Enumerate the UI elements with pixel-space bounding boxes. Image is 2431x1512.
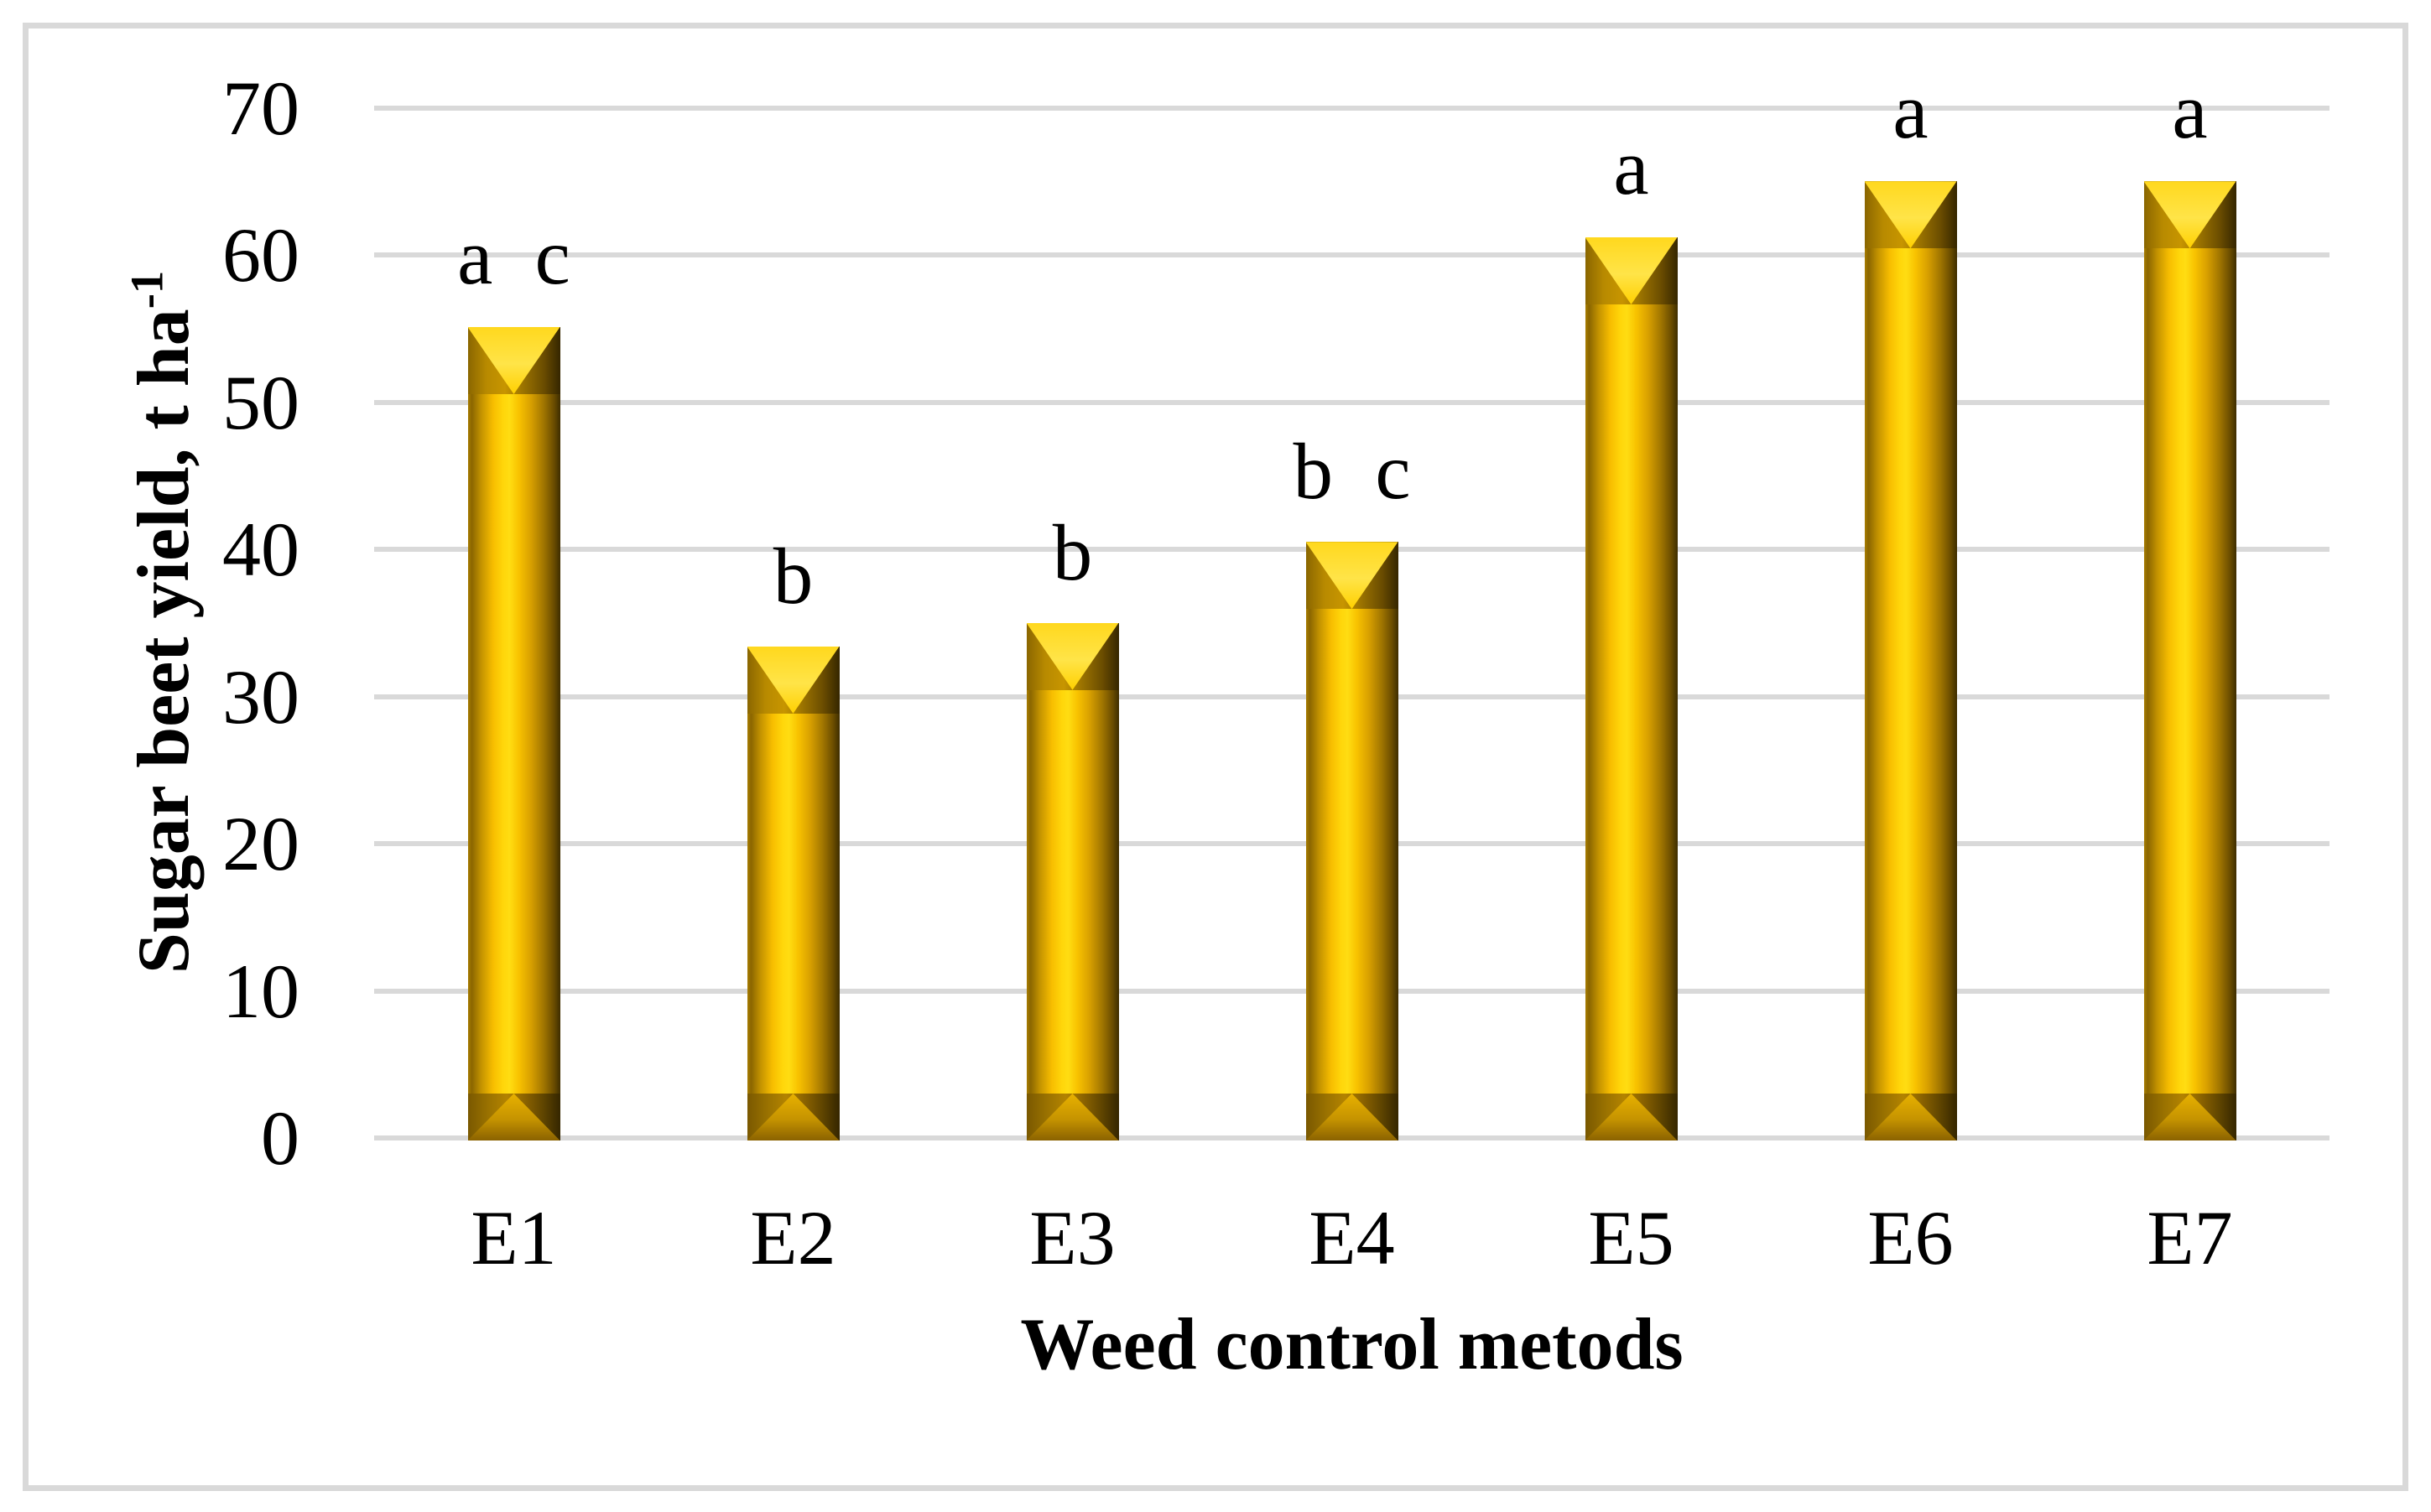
x-axis-tick-label: E5 (1588, 1195, 1674, 1281)
y-axis-title-text: Sugar beet yield, t ha (123, 309, 205, 974)
bar-top-highlight (467, 326, 560, 394)
x-axis-tick-label: E6 (1867, 1195, 1954, 1281)
bar-top-cap (2143, 181, 2236, 249)
bar (1585, 236, 1678, 1140)
bar-bottom-cone (747, 1093, 840, 1140)
y-axis-tick-label: 50 (222, 359, 299, 445)
bar-top-highlight (1864, 181, 1957, 249)
x-axis-tick-label: E1 (471, 1195, 557, 1281)
y-axis-tick-label: 0 (261, 1095, 299, 1181)
significance-label: a (1892, 66, 1929, 156)
figure-border (23, 23, 2408, 1491)
y-axis-title: Sugar beet yield, t ha-1 (121, 270, 205, 974)
bar-bottom-cone (1305, 1093, 1398, 1140)
y-axis-tick-label: 60 (222, 212, 299, 298)
bar-bottom-cone (2143, 1094, 2236, 1140)
y-axis-tick-label: 10 (222, 948, 299, 1034)
bar-top-highlight (1585, 236, 1678, 304)
bar (1026, 622, 1119, 1140)
bar (1305, 542, 1398, 1140)
bar-top-cap (467, 326, 560, 394)
gridline (374, 252, 2329, 257)
y-axis-tick-label: 40 (222, 507, 299, 592)
bar (747, 646, 840, 1140)
bar-top-cap (1305, 542, 1398, 610)
significance-label: b (773, 531, 814, 621)
bar-bottom-cap (747, 1093, 840, 1140)
bar-top-cap (1864, 181, 1957, 249)
bar-bottom-cap (2143, 1094, 2236, 1140)
bar-top-highlight (1026, 622, 1119, 690)
bar-bottom-cap (1585, 1093, 1678, 1140)
bar-bottom-cone (1026, 1094, 1119, 1140)
x-axis-tick-label: E7 (2147, 1195, 2233, 1281)
bar-top-cap (1585, 236, 1678, 304)
y-axis-tick-label: 30 (222, 653, 299, 740)
gridline (374, 105, 2329, 111)
x-axis-tick-label: E3 (1029, 1195, 1116, 1281)
significance-label: a (1613, 122, 1649, 211)
bar-bottom-cap (1864, 1094, 1957, 1140)
bar (467, 326, 560, 1140)
significance-label: a c (457, 211, 570, 301)
bar-top-cap (747, 646, 840, 714)
bar-bottom-cone (1585, 1093, 1678, 1140)
bar-top-cap (1026, 622, 1119, 690)
bar-bottom-cap (1305, 1093, 1398, 1140)
bar (2143, 181, 2236, 1140)
bar-top-highlight (747, 646, 840, 714)
significance-label: a (2172, 66, 2208, 156)
x-axis-title: Weed control metods (1020, 1304, 1684, 1385)
bar (1864, 181, 1957, 1140)
x-axis-tick-label: E4 (1309, 1195, 1395, 1281)
significance-label: b (1052, 507, 1093, 597)
bar-bottom-cap (467, 1093, 560, 1140)
x-axis-tick-label: E2 (750, 1195, 836, 1281)
bar-bottom-cap (1026, 1094, 1119, 1140)
bar-bottom-cone (467, 1093, 560, 1140)
y-axis-title-superscript: -1 (121, 270, 173, 309)
gridline (374, 399, 2329, 405)
y-axis-tick-label: 20 (222, 801, 299, 886)
significance-label: b c (1293, 427, 1411, 517)
bar-bottom-cone (1864, 1094, 1957, 1140)
bar-top-highlight (2143, 181, 2236, 249)
y-axis-tick-label: 70 (222, 65, 299, 151)
bar-top-highlight (1305, 542, 1398, 610)
